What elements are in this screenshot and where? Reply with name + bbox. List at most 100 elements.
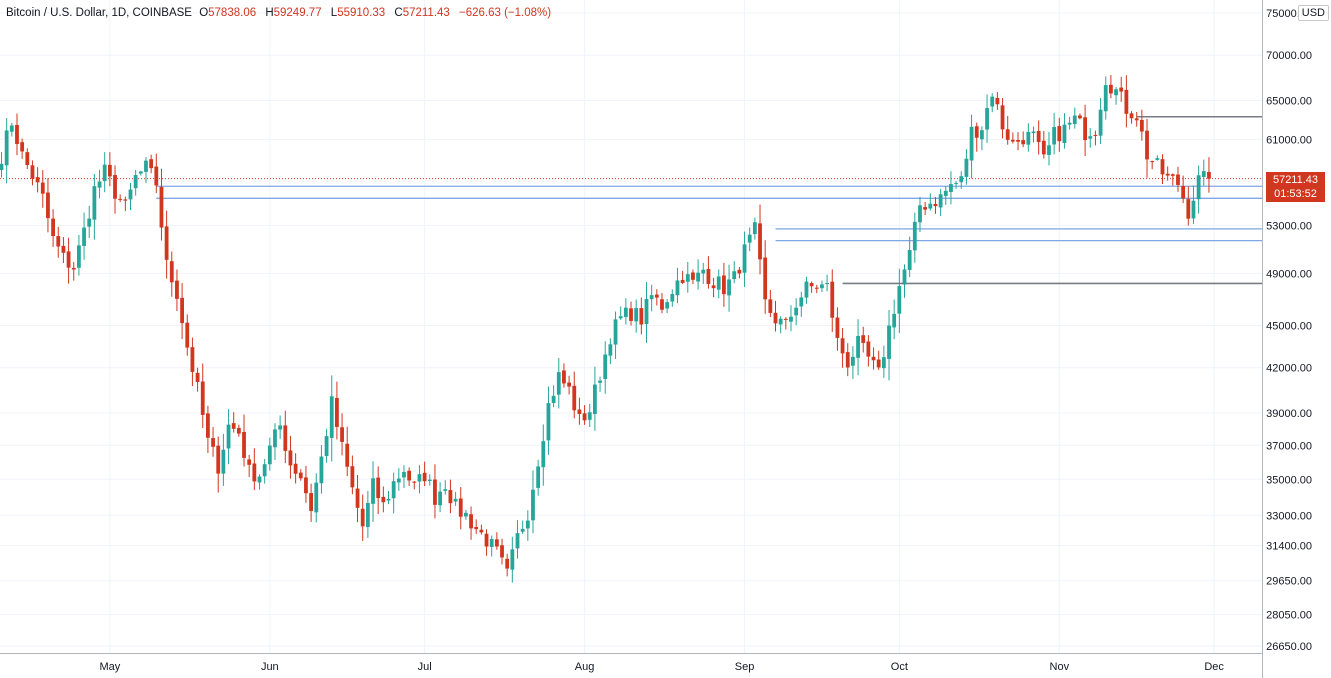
candle-body[interactable]	[319, 456, 324, 484]
candle-body[interactable]	[494, 539, 499, 547]
candle-body[interactable]	[236, 427, 241, 434]
candle-body[interactable]	[938, 194, 943, 208]
candle-body[interactable]	[97, 181, 102, 188]
candle-body[interactable]	[1098, 109, 1103, 136]
candle-body[interactable]	[835, 317, 840, 338]
candle-body[interactable]	[794, 307, 799, 316]
candle-body[interactable]	[257, 476, 262, 483]
candle-body[interactable]	[866, 341, 871, 357]
candle-body[interactable]	[778, 318, 783, 325]
candle-body[interactable]	[634, 308, 639, 322]
candle-body[interactable]	[722, 275, 726, 295]
candle-body[interactable]	[758, 223, 762, 260]
candle-body[interactable]	[417, 474, 422, 482]
candle-body[interactable]	[593, 384, 597, 414]
candle-body[interactable]	[180, 297, 184, 324]
candle-body[interactable]	[1047, 145, 1051, 155]
candle-body[interactable]	[763, 257, 768, 300]
candle-body[interactable]	[995, 97, 1000, 105]
candle-body[interactable]	[433, 479, 437, 505]
candle-body[interactable]	[329, 396, 334, 438]
candle-body[interactable]	[1036, 130, 1041, 143]
candle-body[interactable]	[629, 308, 633, 321]
candle-body[interactable]	[902, 269, 907, 285]
candle-body[interactable]	[897, 286, 902, 314]
candle-body[interactable]	[520, 528, 525, 532]
candle-body[interactable]	[727, 279, 731, 296]
candle-body[interactable]	[412, 481, 417, 483]
candle-body[interactable]	[489, 538, 494, 547]
candle-body[interactable]	[768, 299, 773, 313]
candle-body[interactable]	[907, 250, 912, 270]
candle-body[interactable]	[1176, 174, 1180, 185]
candle-body[interactable]	[1021, 140, 1026, 145]
candle-body[interactable]	[51, 218, 55, 237]
candle-body[interactable]	[949, 184, 953, 192]
candle-body[interactable]	[1196, 175, 1201, 200]
candle-body[interactable]	[144, 160, 148, 172]
candle-body[interactable]	[175, 280, 179, 299]
candle-body[interactable]	[587, 412, 592, 420]
candle-body[interactable]	[691, 272, 695, 280]
candle-body[interactable]	[267, 445, 272, 465]
candle-body[interactable]	[350, 466, 355, 488]
candle-body[interactable]	[943, 190, 948, 196]
candle-body[interactable]	[536, 466, 541, 488]
candle-body[interactable]	[206, 413, 210, 438]
candle-body[interactable]	[200, 381, 205, 415]
candle-body[interactable]	[525, 520, 530, 529]
candle-body[interactable]	[546, 403, 551, 441]
candle-body[interactable]	[618, 316, 623, 319]
candle-body[interactable]	[1139, 119, 1144, 132]
candle-body[interactable]	[577, 409, 582, 414]
candle-body[interactable]	[830, 281, 835, 318]
candle-body[interactable]	[484, 533, 489, 547]
candle-body[interactable]	[438, 491, 442, 506]
candle-body[interactable]	[608, 344, 613, 356]
candle-body[interactable]	[216, 445, 221, 474]
candle-body[interactable]	[856, 335, 860, 358]
candle-body[interactable]	[582, 413, 587, 421]
candle-body[interactable]	[118, 198, 123, 200]
candle-body[interactable]	[283, 425, 288, 451]
candle-body[interactable]	[314, 482, 319, 513]
candle-body[interactable]	[231, 423, 236, 429]
candle-body[interactable]	[1088, 136, 1093, 139]
candle-body[interactable]	[660, 299, 664, 310]
candle-body[interactable]	[598, 380, 602, 383]
candle-body[interactable]	[396, 478, 401, 483]
candle-body[interactable]	[87, 218, 92, 227]
candle-body[interactable]	[1165, 173, 1170, 176]
candle-body[interactable]	[133, 175, 138, 189]
candle-body[interactable]	[567, 382, 571, 387]
candle-body[interactable]	[1109, 84, 1113, 94]
candle-body[interactable]	[159, 186, 164, 228]
candle-body[interactable]	[809, 283, 814, 287]
candle-body[interactable]	[386, 498, 391, 501]
candle-body[interactable]	[1093, 134, 1098, 136]
candle-body[interactable]	[46, 192, 50, 219]
candle-body[interactable]	[562, 370, 566, 384]
candle-body[interactable]	[747, 234, 752, 243]
candle-body[interactable]	[376, 477, 381, 499]
candle-body[interactable]	[273, 429, 277, 448]
candle-body[interactable]	[1103, 85, 1108, 112]
candle-body[interactable]	[221, 449, 226, 474]
candle-body[interactable]	[887, 325, 891, 359]
candle-body[interactable]	[845, 352, 850, 368]
candle-body[interactable]	[551, 395, 556, 403]
candle-body[interactable]	[1207, 171, 1211, 179]
candle-body[interactable]	[964, 158, 969, 177]
candle-body[interactable]	[226, 424, 231, 449]
candle-body[interactable]	[149, 159, 154, 169]
candle-body[interactable]	[1026, 131, 1031, 145]
candle-body[interactable]	[1119, 87, 1124, 92]
candle-body[interactable]	[639, 308, 644, 325]
candle-body[interactable]	[464, 512, 468, 517]
candle-body[interactable]	[1016, 139, 1020, 142]
candle-body[interactable]	[25, 152, 30, 166]
candle-body[interactable]	[30, 165, 35, 179]
candle-body[interactable]	[654, 294, 659, 298]
candle-body[interactable]	[1191, 200, 1196, 219]
